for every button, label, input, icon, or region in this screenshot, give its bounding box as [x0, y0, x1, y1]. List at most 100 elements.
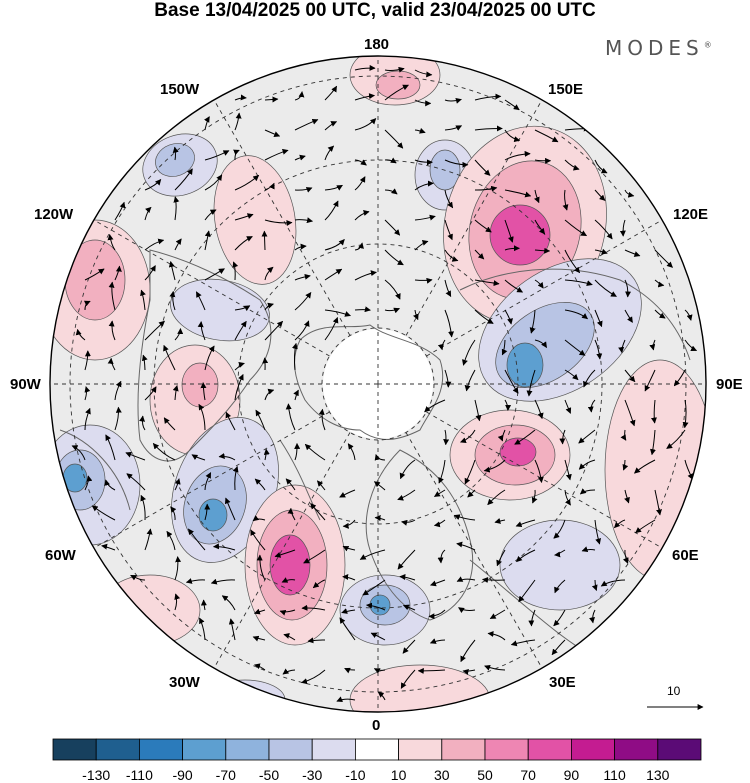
wind-arrow [264, 219, 293, 227]
coastline [59, 429, 131, 511]
wind-arrow [594, 309, 603, 328]
wind-arrow [534, 189, 540, 204]
wind-arrow [613, 519, 626, 529]
wind-arrow [185, 578, 206, 584]
wind-arrow [462, 339, 476, 366]
wind-arrow [553, 609, 566, 627]
wind-arrow [264, 266, 274, 281]
wind-arrow [204, 116, 210, 131]
wind-arrow [413, 309, 419, 321]
wind-arrow [474, 399, 482, 422]
wind-arrow [504, 369, 519, 394]
wind-arrow [213, 543, 236, 551]
colorbar-tick-label: -10 [345, 767, 366, 783]
wind-arrow [318, 408, 326, 431]
wind-arrow [293, 389, 299, 401]
anomaly-region [500, 438, 536, 466]
wind-arrow [414, 159, 433, 166]
colorbar-tick-label: 90 [563, 767, 580, 783]
wind-arrow [417, 667, 446, 674]
wind-arrow [562, 189, 569, 211]
wind-arrow [294, 217, 313, 224]
wind-arrow [526, 369, 536, 397]
wind-arrow [437, 339, 446, 351]
wind-arrow [414, 127, 426, 134]
wind-arrow [324, 121, 338, 131]
wind-arrow [224, 497, 236, 521]
wind-arrow [263, 448, 270, 461]
anomaly-contour [142, 133, 218, 197]
lon-label-150e: 150E [548, 81, 584, 98]
meridian-line [213, 432, 351, 669]
wind-arrow [564, 309, 588, 320]
anomaly-region [500, 520, 620, 610]
wind-arrow [467, 489, 476, 498]
wind-arrow [141, 354, 148, 371]
wind-arrow [624, 399, 636, 427]
wind-arrow [253, 608, 266, 615]
wind-arrow [684, 339, 698, 352]
wind-arrow [255, 409, 266, 431]
wind-arrow [264, 320, 284, 341]
wind-arrow [600, 579, 626, 587]
wind-arrow [354, 242, 364, 251]
wind-arrow [650, 399, 657, 424]
meridian-line [405, 432, 543, 669]
wind-arrow [516, 549, 536, 563]
wind-arrow [324, 309, 351, 317]
wind-arrow [301, 604, 326, 611]
wind-arrow [354, 306, 371, 313]
wind-arrow [534, 129, 559, 143]
wind-arrow [443, 429, 450, 446]
wind-arrow [504, 279, 524, 293]
anomaly-contour [183, 465, 247, 545]
wind-arrow [108, 281, 116, 311]
lon-label-60w: 60W [45, 547, 76, 564]
anomaly-contour [155, 143, 195, 177]
wind-arrow [291, 342, 298, 371]
anomaly-contour [499, 437, 537, 467]
anomaly-contour [269, 534, 311, 596]
wind-arrow [264, 388, 275, 401]
wind-arrow [430, 579, 446, 587]
anomaly-contour [375, 70, 421, 100]
wind-arrow [174, 168, 193, 191]
wind-arrow [559, 429, 566, 445]
anomaly-contour [359, 584, 411, 626]
wind-arrow [170, 506, 177, 521]
wind-arrow [152, 442, 176, 461]
wind-arrow [101, 543, 116, 551]
wind-arrow [624, 489, 630, 504]
wind-arrow [564, 399, 572, 414]
wind-arrow [400, 669, 416, 689]
wind-arrow [324, 145, 335, 161]
wind-arrow [294, 118, 319, 131]
wind-arrow [354, 118, 377, 131]
wind-arrow [644, 369, 656, 392]
wind-arrow [114, 265, 122, 281]
wind-arrow [444, 97, 462, 104]
wind-arrow [84, 475, 93, 491]
wind-arrow [163, 344, 176, 371]
wind-arrow [84, 350, 91, 371]
wind-arrow [564, 369, 579, 381]
wind-arrow [130, 574, 146, 581]
wind-arrow [126, 473, 146, 491]
wind-arrow [554, 549, 566, 558]
wind-arrow [218, 453, 236, 461]
wind-arrow [344, 667, 356, 674]
wind-arrow [564, 339, 586, 356]
lon-label-120w: 120W [34, 206, 74, 223]
wind-arrow [354, 270, 377, 281]
wind-arrow [294, 187, 313, 193]
lon-label-90e: 90E [716, 376, 743, 393]
wind-arrow [139, 415, 146, 431]
wind-arrow [84, 386, 91, 401]
wind-arrow [294, 243, 307, 251]
wind-arrow [551, 639, 566, 656]
wind-arrow [554, 579, 566, 594]
wind-arrow [618, 339, 626, 354]
wind-arrow [234, 213, 254, 221]
anomaly-contour [474, 424, 556, 486]
